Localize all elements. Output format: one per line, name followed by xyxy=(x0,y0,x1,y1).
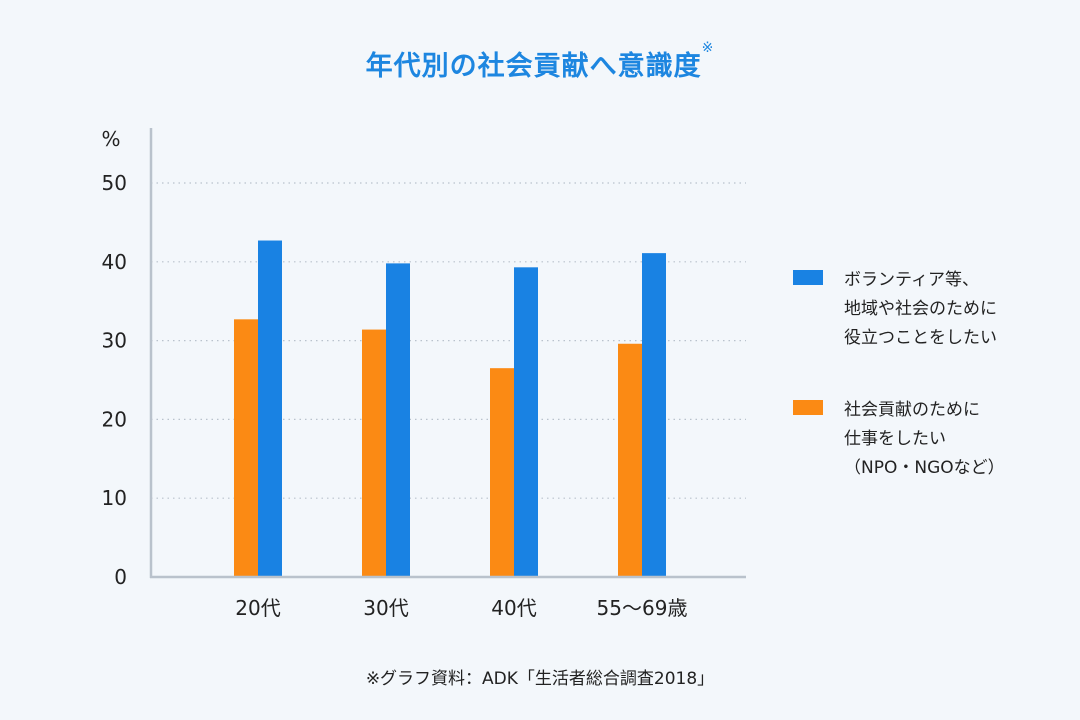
bar-volunteer xyxy=(642,253,666,577)
bar-work xyxy=(362,329,386,577)
x-tick-label: 40代 xyxy=(491,596,536,620)
y-tick-label: 40 xyxy=(102,250,127,274)
axes xyxy=(149,128,746,579)
legend-label-line: ボランティア等、 xyxy=(844,270,979,290)
y-axis-label: % xyxy=(101,127,120,151)
y-tick-label: 10 xyxy=(102,486,127,510)
y-tick-label: 30 xyxy=(102,329,127,353)
x-tick-label: 20代 xyxy=(235,596,280,620)
bar-volunteer xyxy=(258,240,282,578)
legend-label-line: 地域や社会のために xyxy=(844,299,997,319)
legend-label-work: 社会貢献のために 仕事をしたい （NPO・NGOなど） xyxy=(844,396,1005,483)
bars xyxy=(234,240,666,578)
chart-title-text: 年代別の社会貢献へ意識度 xyxy=(365,51,702,82)
chart-title: 年代別の社会貢献へ意識度※ xyxy=(0,40,1080,83)
legend-swatch-volunteer xyxy=(793,270,823,285)
y-tick-label: 20 xyxy=(102,407,127,431)
chart-title-note: ※ xyxy=(701,40,715,56)
source-note: ※グラフ資料：ADK「生活者総合調査2018」 xyxy=(365,669,715,689)
bar-work xyxy=(234,319,258,577)
bar-work xyxy=(618,343,642,577)
y-tick-labels: 0 10 20 30 40 50 xyxy=(102,171,127,589)
bar-work xyxy=(490,368,514,577)
legend-label-volunteer: ボランティア等、 地域や社会のために 役立つことをしたい xyxy=(844,266,997,353)
legend-swatch-work xyxy=(793,400,823,415)
x-tick-label: 30代 xyxy=(363,596,408,620)
y-tick-label: 50 xyxy=(102,171,127,195)
legend-label-line: 役立つことをしたい xyxy=(844,328,997,348)
bar-volunteer xyxy=(514,267,538,577)
legend-label-line: 社会貢献のために xyxy=(844,400,980,420)
x-tick-labels: 20代 30代 40代 55〜69歳 xyxy=(235,596,687,620)
y-tick-label: 0 xyxy=(114,565,127,589)
legend-label-line: （NPO・NGOなど） xyxy=(844,458,1005,478)
x-tick-label: 55〜69歳 xyxy=(597,596,688,620)
legend-label-line: 仕事をしたい xyxy=(844,429,946,449)
bar-volunteer xyxy=(386,263,410,577)
